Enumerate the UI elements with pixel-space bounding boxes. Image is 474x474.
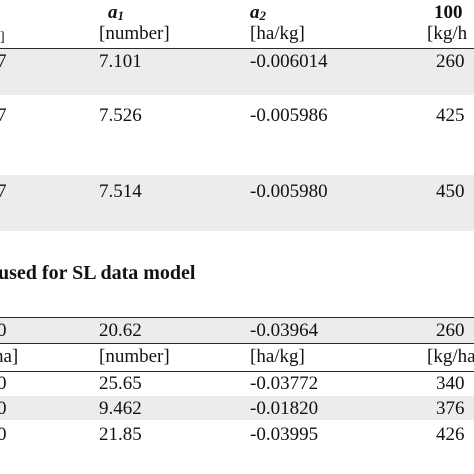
table2-row2-band bbox=[0, 396, 474, 420]
row-first-cell: 0 bbox=[0, 398, 7, 419]
row-a1-cell: 7.101 bbox=[99, 51, 142, 72]
units-a1: [number] bbox=[99, 346, 170, 367]
units-last: [kg/ha bbox=[427, 346, 474, 367]
row-last-cell: 376 bbox=[436, 398, 465, 419]
table1-header-rule bbox=[0, 48, 474, 49]
units-a2: [ha/kg] bbox=[250, 346, 305, 367]
row-a2-cell: -0.005980 bbox=[250, 181, 328, 202]
row-a2-cell: -0.006014 bbox=[250, 51, 328, 72]
row-first-cell: 7 bbox=[0, 51, 7, 72]
col-a1-header: a1 bbox=[108, 2, 124, 23]
table1-row1-band bbox=[0, 49, 474, 95]
row-last-cell: 426 bbox=[436, 424, 465, 445]
section-title: used for SL data model bbox=[0, 262, 196, 284]
row-a2-cell: -0.03964 bbox=[250, 320, 319, 341]
row-a2-cell: -0.005986 bbox=[250, 105, 328, 126]
row-last-cell: 260 bbox=[436, 320, 465, 341]
units-last: [kg/h bbox=[427, 23, 468, 44]
row-a1-cell: 21.85 bbox=[99, 424, 142, 445]
row-a1-cell: 9.462 bbox=[99, 398, 142, 419]
row-a1-cell: 7.526 bbox=[99, 105, 142, 126]
row-a2-cell: -0.01820 bbox=[250, 398, 319, 419]
table2-units-top-rule bbox=[0, 343, 474, 344]
row-a2-cell: -0.03995 bbox=[250, 424, 319, 445]
col-last-header: 100 bbox=[434, 2, 463, 23]
units-first: ] bbox=[0, 30, 5, 45]
table1-row3-band bbox=[0, 175, 474, 231]
row-first-cell: 0 bbox=[0, 373, 7, 394]
units-a2: [ha/kg] bbox=[250, 23, 305, 44]
table2-top-rule bbox=[0, 317, 474, 318]
row-last-cell: 340 bbox=[436, 373, 465, 394]
row-first-cell: 7 bbox=[0, 181, 7, 202]
row-a1-cell: 20.62 bbox=[99, 320, 142, 341]
row-first-cell: 7 bbox=[0, 105, 7, 126]
row-first-cell: 0 bbox=[0, 424, 7, 445]
row-first-cell: 0 bbox=[0, 320, 7, 341]
table2-row0-band bbox=[0, 317, 474, 343]
row-a1-cell: 7.514 bbox=[99, 181, 142, 202]
row-last-cell: 450 bbox=[436, 181, 465, 202]
row-last-cell: 425 bbox=[436, 105, 465, 126]
row-a1-cell: 25.65 bbox=[99, 373, 142, 394]
units-first: ha] bbox=[0, 346, 19, 367]
col-a2-header: a2 bbox=[250, 2, 266, 23]
row-a2-cell: -0.03772 bbox=[250, 373, 319, 394]
table2-units-bottom-rule bbox=[0, 371, 474, 372]
units-a1: [number] bbox=[99, 23, 170, 44]
row-last-cell: 260 bbox=[436, 51, 465, 72]
